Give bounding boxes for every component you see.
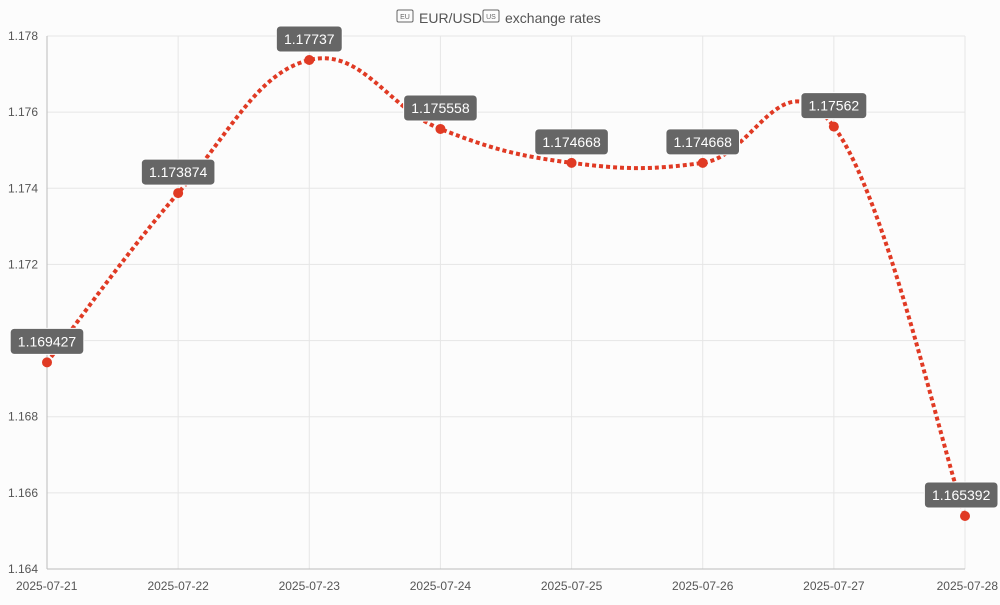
y-tick-label: 1.166 xyxy=(8,486,38,500)
data-label-box xyxy=(403,94,478,122)
series-line-eurusd xyxy=(45,56,967,517)
data-point[interactable] xyxy=(960,511,970,522)
data-point[interactable] xyxy=(566,157,577,168)
data-label: 1.17562 xyxy=(800,92,868,120)
y-tick-label: 1.168 xyxy=(8,410,38,424)
y-tick-label: 1.178 xyxy=(8,29,38,43)
data-points xyxy=(42,54,970,522)
data-point[interactable] xyxy=(42,357,52,368)
x-tick-label: 2025-07-22 xyxy=(147,579,209,593)
data-label-text: 1.174668 xyxy=(674,134,733,150)
y-tick-label: 1.176 xyxy=(8,105,38,119)
data-label: 1.173874 xyxy=(140,158,216,186)
eu-flag-icon: EU xyxy=(396,9,414,23)
data-label: 1.174668 xyxy=(534,128,609,156)
title-pair: EUR/USD xyxy=(419,10,482,26)
x-tick-label: 2025-07-25 xyxy=(541,579,603,593)
y-tick-label: 1.164 xyxy=(8,562,38,576)
data-label: 1.165392 xyxy=(923,481,999,509)
data-label-box xyxy=(923,481,999,509)
x-tick-label: 2025-07-26 xyxy=(672,579,734,593)
x-tick-label: 2025-07-27 xyxy=(803,579,865,593)
data-label-text: 1.173874 xyxy=(149,164,208,180)
data-label-text: 1.175558 xyxy=(411,100,470,116)
y-tick-label: 1.174 xyxy=(8,181,38,195)
x-tick-labels: 2025-07-21 2025-07-22 2025-07-23 2025-07-24… xyxy=(16,579,998,593)
data-label-text: 1.174668 xyxy=(542,134,601,150)
data-labels: 1.169427 1.173874 1.17737 1.175558 1.174668 1… xyxy=(9,25,999,509)
svg-text:EU: EU xyxy=(400,14,410,21)
data-label-box xyxy=(275,25,343,53)
data-label-text: 1.17562 xyxy=(809,98,860,114)
data-label: 1.174668 xyxy=(665,128,741,156)
x-tick-label: 2025-07-23 xyxy=(279,579,341,593)
chart-title: EU EUR/USD US exchange rates xyxy=(396,9,601,26)
x-tick-label: 2025-07-21 xyxy=(16,579,78,593)
series-line xyxy=(45,56,967,517)
x-tick-label: 2025-07-24 xyxy=(410,579,472,593)
data-label-box xyxy=(534,128,609,156)
data-label-box xyxy=(140,158,216,186)
svg-text:US: US xyxy=(486,14,496,21)
x-tick-label: 2025-07-28 xyxy=(937,579,999,593)
data-label-box xyxy=(9,327,85,355)
data-point[interactable] xyxy=(304,54,315,65)
data-label-box xyxy=(665,128,741,156)
data-point[interactable] xyxy=(828,121,839,132)
title-suffix: exchange rates xyxy=(505,10,601,26)
data-label-text: 1.169427 xyxy=(18,333,77,349)
data-point[interactable] xyxy=(173,188,184,199)
data-label-text: 1.17737 xyxy=(284,31,335,47)
y-tick-label: 1.172 xyxy=(8,257,38,271)
us-flag-icon: US xyxy=(482,9,500,23)
data-point[interactable] xyxy=(697,157,708,168)
data-label: 1.175558 xyxy=(403,94,478,122)
data-label: 1.17737 xyxy=(275,25,343,53)
data-label-box xyxy=(800,92,868,120)
data-label: 1.169427 xyxy=(9,327,85,355)
axes xyxy=(46,36,965,570)
data-label-text: 1.165392 xyxy=(932,487,991,503)
data-point[interactable] xyxy=(435,123,446,134)
